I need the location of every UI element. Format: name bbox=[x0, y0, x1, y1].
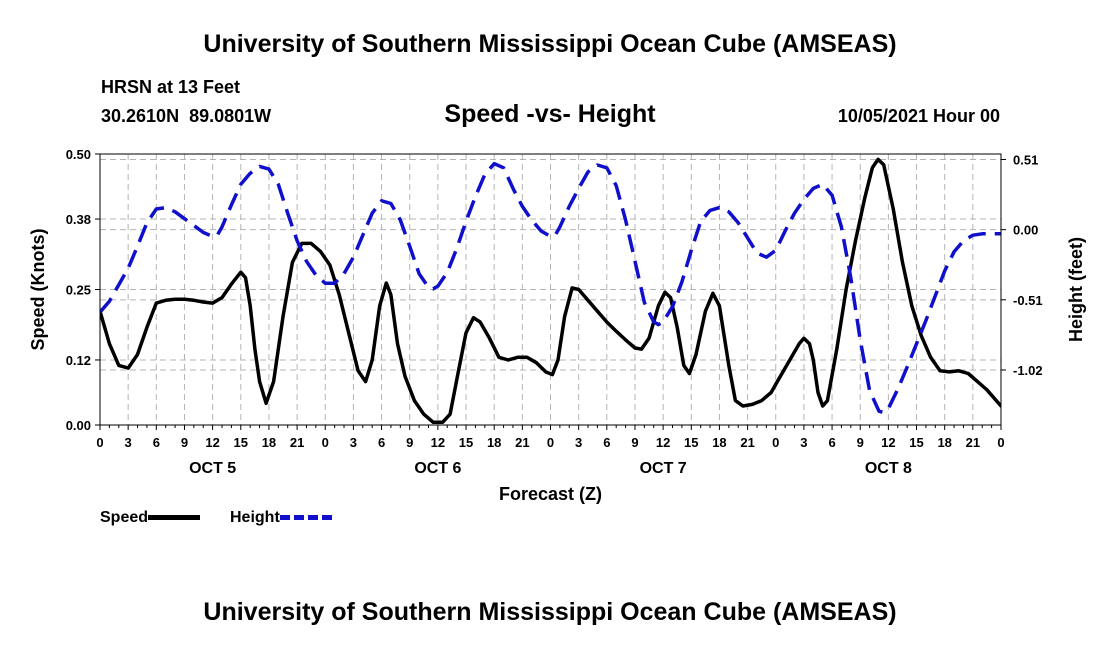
forecast-datestamp: 10/05/2021 Hour 00 bbox=[837, 106, 1000, 126]
legend-speed-label: Speed bbox=[100, 509, 149, 526]
legend-height-label: Height bbox=[230, 509, 280, 526]
x-tick-label: 6 bbox=[153, 435, 160, 450]
station-coordinates: 30.2610N 89.0801W bbox=[101, 106, 272, 126]
x-tick-label: 21 bbox=[515, 435, 529, 450]
x-tick-label: 3 bbox=[575, 435, 582, 450]
y2-tick-label: 0.00 bbox=[1013, 223, 1038, 238]
x-tick-label: 12 bbox=[881, 435, 895, 450]
y-tick-label: 0.25 bbox=[66, 283, 91, 298]
x-tick-label: 0 bbox=[547, 435, 554, 450]
x-tick-label: 0 bbox=[772, 435, 779, 450]
x-tick-label: 9 bbox=[857, 435, 864, 450]
chart-subtitle: Speed -vs- Height bbox=[444, 100, 656, 128]
y-tick-label: 0.50 bbox=[66, 147, 91, 162]
x-tick-label: 0 bbox=[96, 435, 103, 450]
x-tick-label: 18 bbox=[712, 435, 726, 450]
height-series-line bbox=[100, 161, 1001, 415]
legend-height: Height bbox=[230, 509, 332, 527]
x-tick-label: 9 bbox=[631, 435, 638, 450]
y-tick-label: 0.00 bbox=[66, 418, 91, 433]
x-tick-label: 6 bbox=[603, 435, 610, 450]
legend-speed-swatch bbox=[148, 515, 201, 521]
day-label: OCT 5 bbox=[189, 460, 236, 477]
legend-speed: Speed bbox=[100, 509, 201, 527]
x-tick-label: 3 bbox=[125, 435, 132, 450]
speed-series-line bbox=[100, 157, 1001, 425]
y2-tick-label: -1.02 bbox=[1013, 363, 1043, 378]
axis-ticks bbox=[95, 153, 1006, 430]
x-tick-label: 21 bbox=[966, 435, 980, 450]
chart-footer-title: University of Southern Mississippi Ocean… bbox=[203, 598, 897, 626]
x-tick-label: 3 bbox=[800, 435, 807, 450]
x-tick-label: 12 bbox=[205, 435, 219, 450]
y-axis-title: Speed (Knots) bbox=[28, 228, 48, 350]
x-tick-label: 18 bbox=[262, 435, 276, 450]
x-tick-label: 18 bbox=[487, 435, 501, 450]
y-tick-label: 0.12 bbox=[66, 353, 91, 368]
day-label: OCT 7 bbox=[640, 460, 687, 477]
y2-axis-title: Height (feet) bbox=[1066, 237, 1086, 342]
x-tick-label: 21 bbox=[290, 435, 304, 450]
x-tick-label: 9 bbox=[181, 435, 188, 450]
x-tick-label: 15 bbox=[909, 435, 923, 450]
x-tick-label: 18 bbox=[937, 435, 951, 450]
x-tick-label: 15 bbox=[234, 435, 248, 450]
x-axis-title: Forecast (Z) bbox=[499, 484, 602, 504]
x-tick-label: 9 bbox=[406, 435, 413, 450]
station-label: HRSN at 13 Feet bbox=[101, 77, 241, 97]
series-lines bbox=[100, 157, 1001, 425]
y2-tick-label: -0.51 bbox=[1013, 293, 1043, 308]
x-tick-label: 12 bbox=[431, 435, 445, 450]
x-tick-label: 6 bbox=[378, 435, 385, 450]
y-tick-label: 0.38 bbox=[66, 212, 91, 227]
x-tick-label: 15 bbox=[684, 435, 698, 450]
grid-lines bbox=[100, 154, 1001, 425]
x-tick-label: 12 bbox=[656, 435, 670, 450]
x-tick-label: 0 bbox=[322, 435, 329, 450]
x-tick-label: 21 bbox=[740, 435, 754, 450]
legend-height-swatch bbox=[279, 515, 332, 521]
day-label: OCT 8 bbox=[865, 460, 912, 477]
axis-labels: 0 3 6 9 12 15 18 21 0 3 6 9 12 15 18 21 0 3 6 9 12 15 18 21 0 3 6 9… bbox=[66, 147, 1043, 477]
y2-tick-label: 0.51 bbox=[1013, 153, 1038, 168]
x-tick-label: 0 bbox=[997, 435, 1004, 450]
x-tick-label: 6 bbox=[828, 435, 835, 450]
x-tick-label: 15 bbox=[459, 435, 473, 450]
day-label: OCT 6 bbox=[414, 460, 461, 477]
x-tick-label: 3 bbox=[350, 435, 357, 450]
chart-main-title: University of Southern Mississippi Ocean… bbox=[203, 30, 897, 58]
